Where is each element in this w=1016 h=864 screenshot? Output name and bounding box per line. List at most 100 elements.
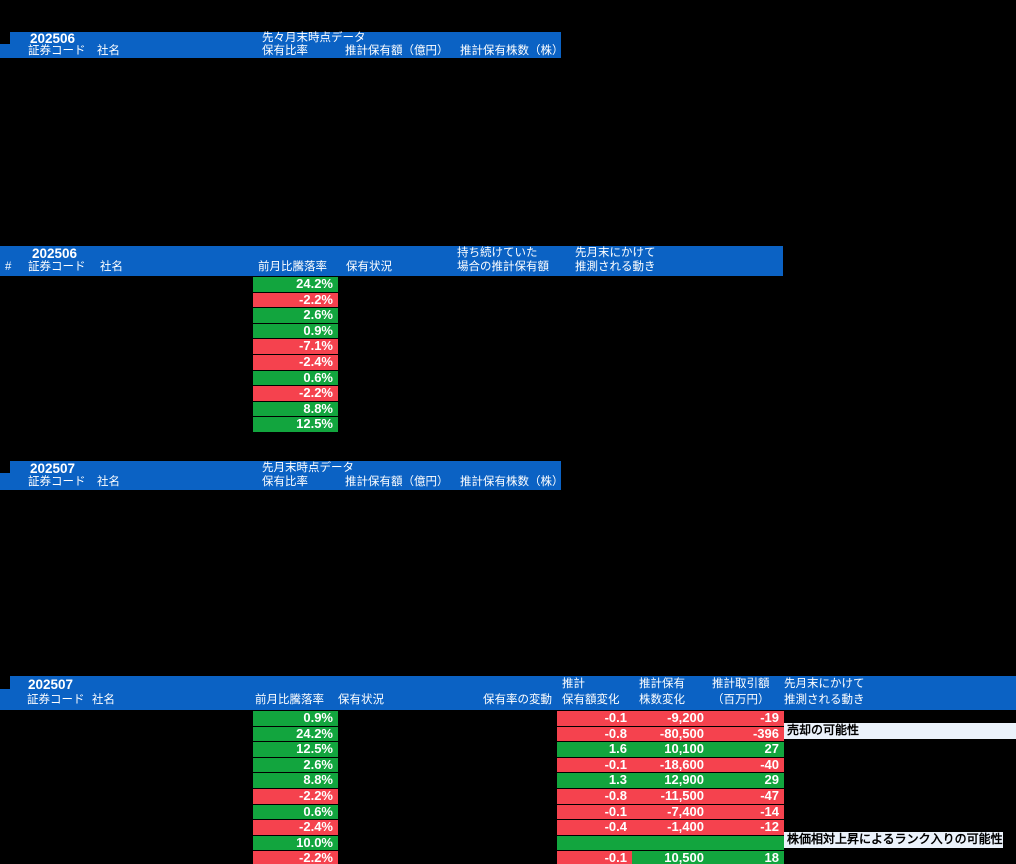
col-header-ticker: 証券コード bbox=[28, 476, 86, 488]
period-label: 202506 bbox=[30, 31, 76, 46]
mom-change-column-202506: 24.2% -2.2% 2.6% 0.9% -7.1% -2.4% 0.6% -… bbox=[253, 277, 338, 433]
col-header-ratio-variation: 保有率の変動 bbox=[483, 694, 552, 706]
col-header-trade-amount-line1: 推計取引額 bbox=[712, 678, 770, 690]
trade-amount-cell[interactable]: 27 bbox=[709, 742, 784, 758]
share-change-cell[interactable]: -1,400 bbox=[632, 820, 709, 836]
col-header-ticker: 証券コード bbox=[27, 694, 85, 706]
mom-change-cell[interactable]: 10.0% bbox=[253, 835, 338, 852]
mom-change-cell[interactable]: 0.6% bbox=[253, 370, 338, 387]
amount-change-cell[interactable]: -0.4 bbox=[557, 820, 632, 836]
mom-change-cell[interactable]: -2.2% bbox=[253, 851, 338, 864]
mom-change-cell[interactable]: 0.9% bbox=[253, 711, 338, 727]
share-change-cell[interactable]: 12,900 bbox=[632, 773, 709, 789]
trade-amount-cell[interactable]: -396 bbox=[709, 726, 784, 743]
col-header-amt-change-line2: 保有額変化 bbox=[562, 694, 620, 706]
share-change-cell[interactable]: 10,100 bbox=[632, 742, 709, 758]
mom-change-cell[interactable]: 24.2% bbox=[253, 726, 338, 743]
col-header-company: 社名 bbox=[92, 694, 115, 706]
col-header-company: 社名 bbox=[97, 476, 120, 488]
trade-amount-cell[interactable]: 18 bbox=[709, 851, 784, 864]
note-rank-in-possibility[interactable]: 株価相対上昇によるランク入りの可能性 bbox=[784, 832, 1003, 848]
mom-change-cell[interactable]: -2.2% bbox=[253, 292, 338, 309]
header-band-202506-snapshot: 202506 先々月末時点データ 証券コード 社名 保有比率 推計保有額（億円）… bbox=[0, 31, 564, 58]
trade-amount-cell[interactable]: -12 bbox=[709, 820, 784, 836]
col-header-company: 社名 bbox=[97, 45, 120, 57]
period-label: 202507 bbox=[28, 677, 74, 692]
col-header-shares-change-line1: 推計保有 bbox=[639, 678, 685, 690]
col-header-holding-status: 保有状況 bbox=[346, 261, 392, 273]
col-header-if-held-line2: 場合の推計保有額 bbox=[457, 261, 549, 273]
mom-change-cell[interactable]: -2.2% bbox=[253, 386, 338, 402]
mom-change-cell[interactable]: 12.5% bbox=[253, 742, 338, 758]
amount-change-cell[interactable]: 1.6 bbox=[557, 742, 632, 758]
col-header-rank: # bbox=[5, 261, 12, 273]
trade-amount-cell[interactable] bbox=[709, 835, 784, 852]
corner-notch bbox=[0, 676, 10, 689]
col-header-ticker: 証券コード bbox=[28, 261, 86, 273]
share-change-cell[interactable]: -7,400 bbox=[632, 804, 709, 821]
period-label: 202507 bbox=[30, 461, 76, 476]
col-header-move-line2: 推測される動き bbox=[784, 694, 865, 706]
data-title-label: 先々月末時点データ bbox=[262, 32, 366, 44]
mom-change-cell[interactable]: -2.2% bbox=[253, 788, 338, 805]
amount-change-cell[interactable]: 1.3 bbox=[557, 773, 632, 789]
trade-amount-column: -19 -396 27 -40 29 -47 -14 -12 18 bbox=[709, 711, 784, 864]
note-sell-possibility[interactable]: 売却の可能性 bbox=[784, 723, 1016, 739]
col-header-holding-ratio: 保有比率 bbox=[262, 476, 308, 488]
mom-change-column-202507: 0.9% 24.2% 12.5% 2.6% 8.8% -2.2% 0.6% -2… bbox=[253, 711, 338, 864]
mom-change-cell[interactable]: 12.5% bbox=[253, 417, 338, 433]
col-header-move-line1: 先月末にかけて bbox=[784, 678, 865, 690]
share-change-cell[interactable]: 10,500 bbox=[632, 851, 709, 864]
data-title-label: 先月末時点データ bbox=[262, 462, 354, 474]
corner-notch bbox=[0, 461, 10, 473]
corner-notch bbox=[0, 32, 10, 44]
col-header-holding-status: 保有状況 bbox=[338, 694, 384, 706]
mom-change-cell[interactable]: -2.4% bbox=[253, 354, 338, 371]
col-header-holding-shares: 推計保有株数（株） bbox=[460, 45, 564, 57]
share-change-cell[interactable] bbox=[632, 835, 709, 852]
trade-amount-cell[interactable]: 29 bbox=[709, 773, 784, 789]
mom-change-cell[interactable]: 8.8% bbox=[253, 401, 338, 418]
col-header-holding-amount: 推計保有額（億円） bbox=[345, 45, 449, 57]
col-header-holding-ratio: 保有比率 bbox=[262, 45, 308, 57]
col-header-mom-change: 前月比騰落率 bbox=[255, 694, 324, 706]
col-header-holding-shares: 推計保有株数（株） bbox=[460, 476, 564, 488]
share-count-change-column: -9,200 -80,500 10,100 -18,600 12,900 -11… bbox=[632, 711, 709, 864]
share-change-cell[interactable]: -18,600 bbox=[632, 757, 709, 774]
amount-change-cell[interactable]: -0.1 bbox=[557, 804, 632, 821]
mom-change-cell[interactable]: 2.6% bbox=[253, 308, 338, 324]
amount-change-cell[interactable]: -0.1 bbox=[557, 851, 632, 864]
col-header-ticker: 証券コード bbox=[28, 45, 86, 57]
mom-change-cell[interactable]: 8.8% bbox=[253, 773, 338, 789]
period-label: 202506 bbox=[32, 246, 78, 261]
amount-change-cell[interactable]: -0.8 bbox=[557, 726, 632, 743]
trade-amount-cell[interactable]: -14 bbox=[709, 804, 784, 821]
col-header-mom-change: 前月比騰落率 bbox=[258, 261, 327, 273]
mom-change-cell[interactable]: 2.6% bbox=[253, 757, 338, 774]
col-header-move-line2: 推測される動き bbox=[575, 261, 656, 273]
mom-change-cell[interactable]: 0.9% bbox=[253, 323, 338, 340]
amount-change-cell[interactable]: -0.8 bbox=[557, 788, 632, 805]
mom-change-cell[interactable]: -2.4% bbox=[253, 820, 338, 836]
amount-change-cell[interactable]: -0.1 bbox=[557, 757, 632, 774]
col-header-move-line1: 先月末にかけて bbox=[575, 247, 656, 259]
header-band-202507-ranking: 202507 推計 推計保有 推計取引額 先月末にかけて 証券コード 社名 前月… bbox=[0, 676, 1016, 710]
holding-amount-change-column: -0.1 -0.8 1.6 -0.1 1.3 -0.8 -0.1 -0.4 -0… bbox=[557, 711, 632, 864]
mom-change-cell[interactable]: -7.1% bbox=[253, 339, 338, 355]
mom-change-cell[interactable]: 24.2% bbox=[253, 277, 338, 293]
col-header-if-held-line1: 持ち続けていた bbox=[457, 247, 538, 259]
header-band-202507-snapshot: 202507 先月末時点データ 証券コード 社名 保有比率 推計保有額（億円） … bbox=[0, 461, 564, 490]
trade-amount-cell[interactable]: -47 bbox=[709, 788, 784, 805]
mom-change-cell[interactable]: 0.6% bbox=[253, 804, 338, 821]
col-header-company: 社名 bbox=[100, 261, 123, 273]
col-header-amt-change-line1: 推計 bbox=[562, 678, 585, 690]
amount-change-cell[interactable] bbox=[557, 835, 632, 852]
share-change-cell[interactable]: -11,500 bbox=[632, 788, 709, 805]
share-change-cell[interactable]: -9,200 bbox=[632, 711, 709, 727]
col-header-trade-amount-line2: （百万円） bbox=[712, 694, 770, 706]
share-change-cell[interactable]: -80,500 bbox=[632, 726, 709, 743]
trade-amount-cell[interactable]: -40 bbox=[709, 757, 784, 774]
col-header-holding-amount: 推計保有額（億円） bbox=[345, 476, 449, 488]
trade-amount-cell[interactable]: -19 bbox=[709, 711, 784, 727]
amount-change-cell[interactable]: -0.1 bbox=[557, 711, 632, 727]
